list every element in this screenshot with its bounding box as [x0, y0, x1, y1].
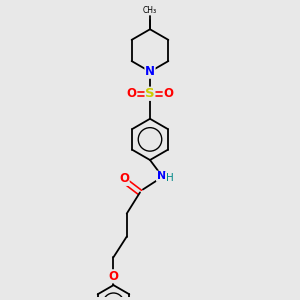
Text: N: N	[157, 171, 166, 181]
Text: O: O	[119, 172, 129, 185]
Text: N: N	[145, 65, 155, 78]
Text: H: H	[166, 173, 173, 183]
Text: O: O	[163, 87, 173, 100]
Text: S: S	[145, 87, 155, 100]
Text: O: O	[109, 270, 118, 283]
Text: CH₃: CH₃	[143, 6, 157, 15]
Text: O: O	[127, 87, 137, 100]
